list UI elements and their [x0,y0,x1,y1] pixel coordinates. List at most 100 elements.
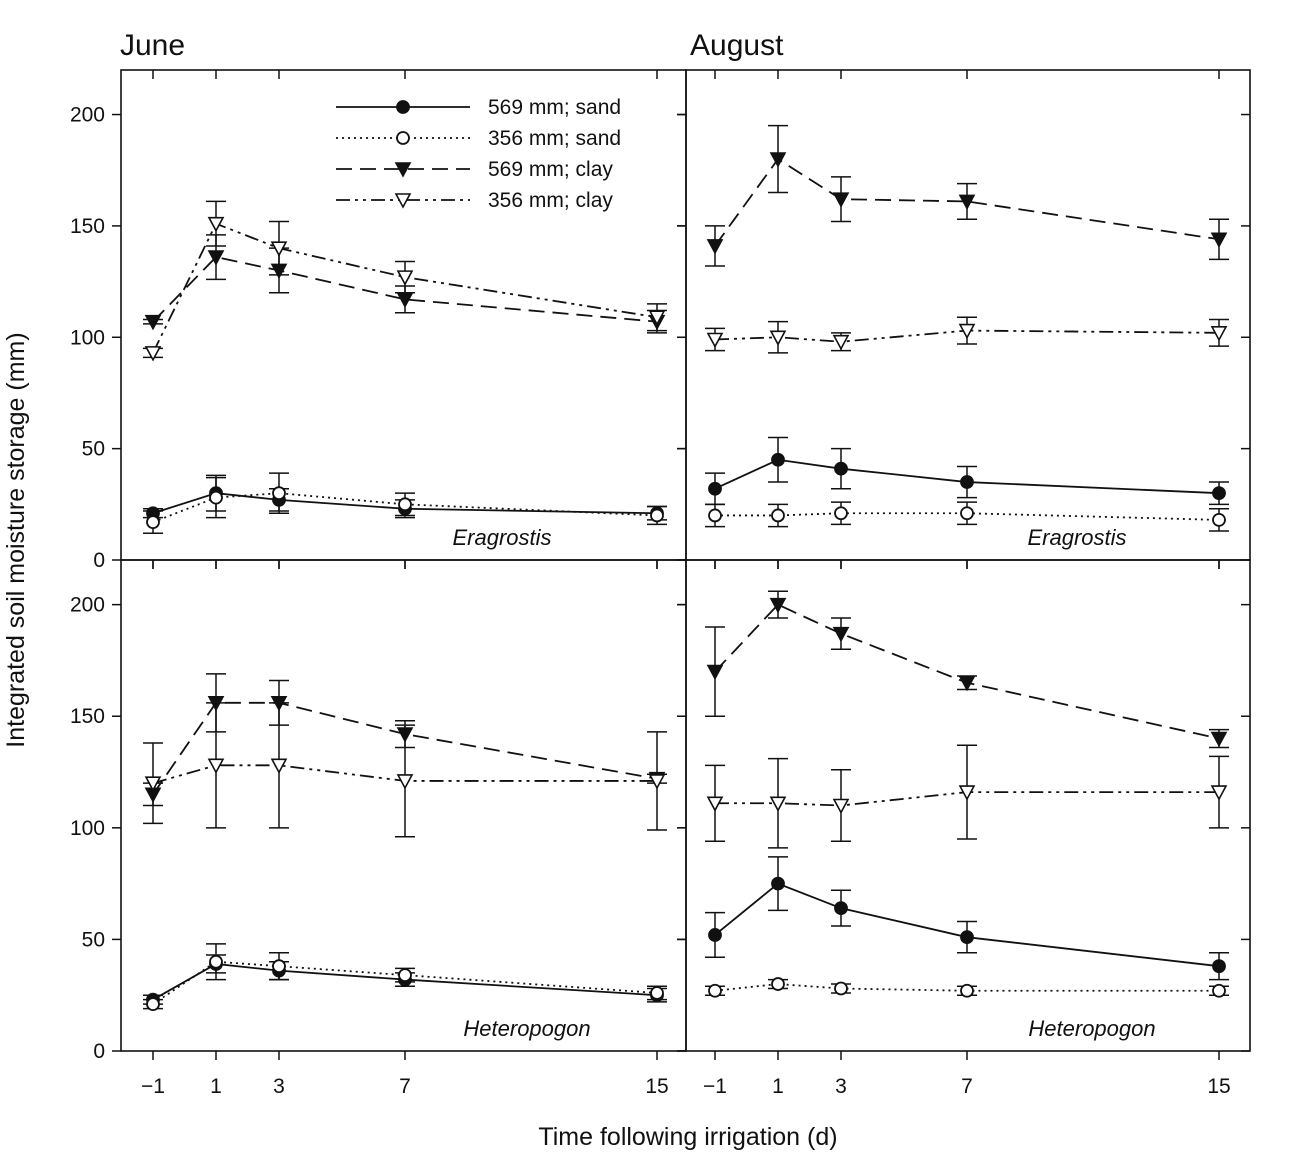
data-point [396,774,414,790]
panel-species-label: Eragrostis [452,525,551,550]
data-point [958,194,976,211]
x-tick-label: 3 [835,1075,847,1098]
series-4 [143,200,667,362]
column-title-june: June [120,29,185,62]
panel-august-heteropogon: −1 1 3 7 15 Heteropogon [677,559,1251,1098]
x-tick-label: 15 [645,1075,668,1098]
data-point [396,270,414,286]
legend-label: 569 mm; clay [488,158,613,181]
data-point [648,310,666,326]
legend-item: 569 mm; sand [336,96,621,119]
data-point [832,798,850,815]
data-point [769,152,787,168]
data-point [144,776,162,792]
data-point [834,461,848,476]
x-tick-label: 7 [961,1075,973,1098]
series-4 [143,702,667,838]
data-point [960,983,974,998]
series-3 [705,590,1229,749]
data-point [706,664,724,681]
data-point [270,758,288,775]
panel-june-heteropogon: 0 50 100 150 200 −1 1 3 7 15 Heteropogon [70,559,687,1098]
data-point [832,192,850,208]
data-point [960,475,974,489]
data-point [650,986,664,1000]
series-4 [705,316,1229,354]
data-point [708,983,722,998]
data-point [1210,731,1228,748]
data-point [832,334,850,351]
data-point [958,675,976,692]
data-point [834,506,848,521]
y-tick-label: 50 [82,928,105,951]
legend: 569 mm; sand 356 mm; sand 569 mm; clay 356 … [336,96,621,212]
x-tick-label: 1 [210,1075,222,1098]
data-point [1210,326,1228,342]
data-point [706,239,724,255]
data-point [769,796,787,812]
data-point [1212,983,1226,998]
data-point [398,968,412,983]
data-point [209,954,223,969]
data-point [771,876,785,891]
data-point [1212,513,1226,527]
data-point [648,774,666,790]
data-point [1212,959,1226,974]
data-point [209,490,223,505]
data-point [1212,486,1226,501]
legend-marker [396,100,410,114]
legend-marker [394,193,412,209]
data-point [771,977,785,991]
data-point [272,959,286,974]
data-point [834,981,848,996]
series-2 [143,472,667,535]
series-2 [143,943,667,1012]
data-point [834,901,848,916]
legend-label: 356 mm; sand [488,127,621,150]
x-tick-label: 1 [772,1075,784,1098]
panel-june-eragrostis: 0 50 100 150 200 Eragrostis [70,69,687,572]
y-tick-label: 150 [70,705,105,728]
data-point [708,481,722,496]
data-point [207,216,225,233]
data-point [832,626,850,643]
data-point [958,323,976,340]
data-point [769,330,787,346]
data-point [769,597,787,614]
legend-item: 356 mm; clay [336,189,613,212]
legend-label: 356 mm; clay [488,189,613,212]
data-point [771,452,785,467]
series-4 [705,744,1229,849]
y-tick-label: 100 [70,326,105,349]
data-point [146,997,160,1012]
series-line [152,764,657,785]
data-point [144,346,162,362]
panel-species-label: Eragrostis [1027,525,1126,550]
column-title-august: August [690,29,784,62]
y-axis-label: Integrated soil moisture storage (mm) [2,332,30,747]
data-point [650,508,664,523]
series-line [714,603,1220,740]
data-point [207,758,225,775]
x-tick-label: 7 [399,1075,411,1098]
legend-label: 569 mm; sand [488,96,621,119]
data-point [146,515,160,530]
data-point [708,928,722,942]
data-point [1210,232,1228,248]
data-point [706,332,724,349]
data-point [960,506,974,521]
y-tick-label: 50 [82,438,105,461]
data-point [270,241,288,257]
data-point [398,497,412,512]
y-tick-label: 200 [70,104,105,127]
legend-marker [396,131,410,145]
data-point [958,785,976,801]
data-point [1210,785,1228,801]
series-3 [705,124,1229,267]
series-2 [705,977,1229,998]
data-point [144,314,162,331]
legend-item: 569 mm; clay [336,158,613,181]
data-point [708,508,722,523]
